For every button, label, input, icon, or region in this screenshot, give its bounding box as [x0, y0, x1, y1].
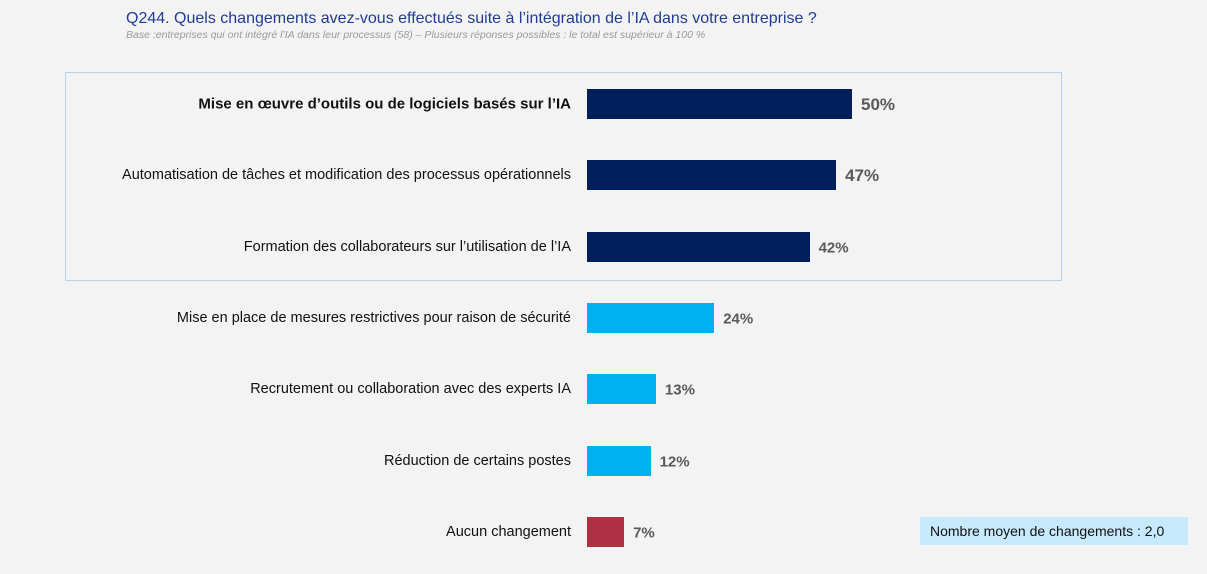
- value-label: 50%: [861, 95, 896, 114]
- category-label: Automatisation de tâches et modification…: [122, 167, 571, 184]
- category-label: Formation des collaborateurs sur l’utili…: [243, 238, 571, 255]
- bar: [587, 445, 651, 476]
- bar: [587, 302, 715, 333]
- chart-title: Q244. Quels changements avez-vous effect…: [126, 10, 817, 27]
- bar: [587, 160, 837, 191]
- value-label: 7%: [633, 524, 655, 542]
- category-label: Recrutement ou collaboration avec des ex…: [250, 381, 571, 398]
- value-label: 42%: [818, 239, 849, 257]
- value-label: 12%: [659, 453, 690, 470]
- category-label: Mise en place de mesures restrictives po…: [176, 309, 571, 326]
- bar: [587, 89, 852, 119]
- top-items-highlight-box: [65, 72, 1062, 281]
- category-label: Réduction de certains postes: [384, 452, 571, 469]
- value-label: 47%: [845, 166, 880, 186]
- average-changes-box: Nombre moyen de changements : 2,0: [920, 517, 1188, 545]
- value-label: 13%: [664, 381, 695, 399]
- bar: [587, 374, 656, 405]
- value-label: 24%: [723, 310, 754, 328]
- category-label: Aucun changement: [446, 523, 571, 540]
- bar: [587, 516, 625, 547]
- bar: [587, 231, 810, 262]
- chart-subtitle: Base :entreprises qui ont intégré l’IA d…: [126, 29, 706, 41]
- category-label: Mise en œuvre d’outils ou de logiciels b…: [198, 95, 571, 113]
